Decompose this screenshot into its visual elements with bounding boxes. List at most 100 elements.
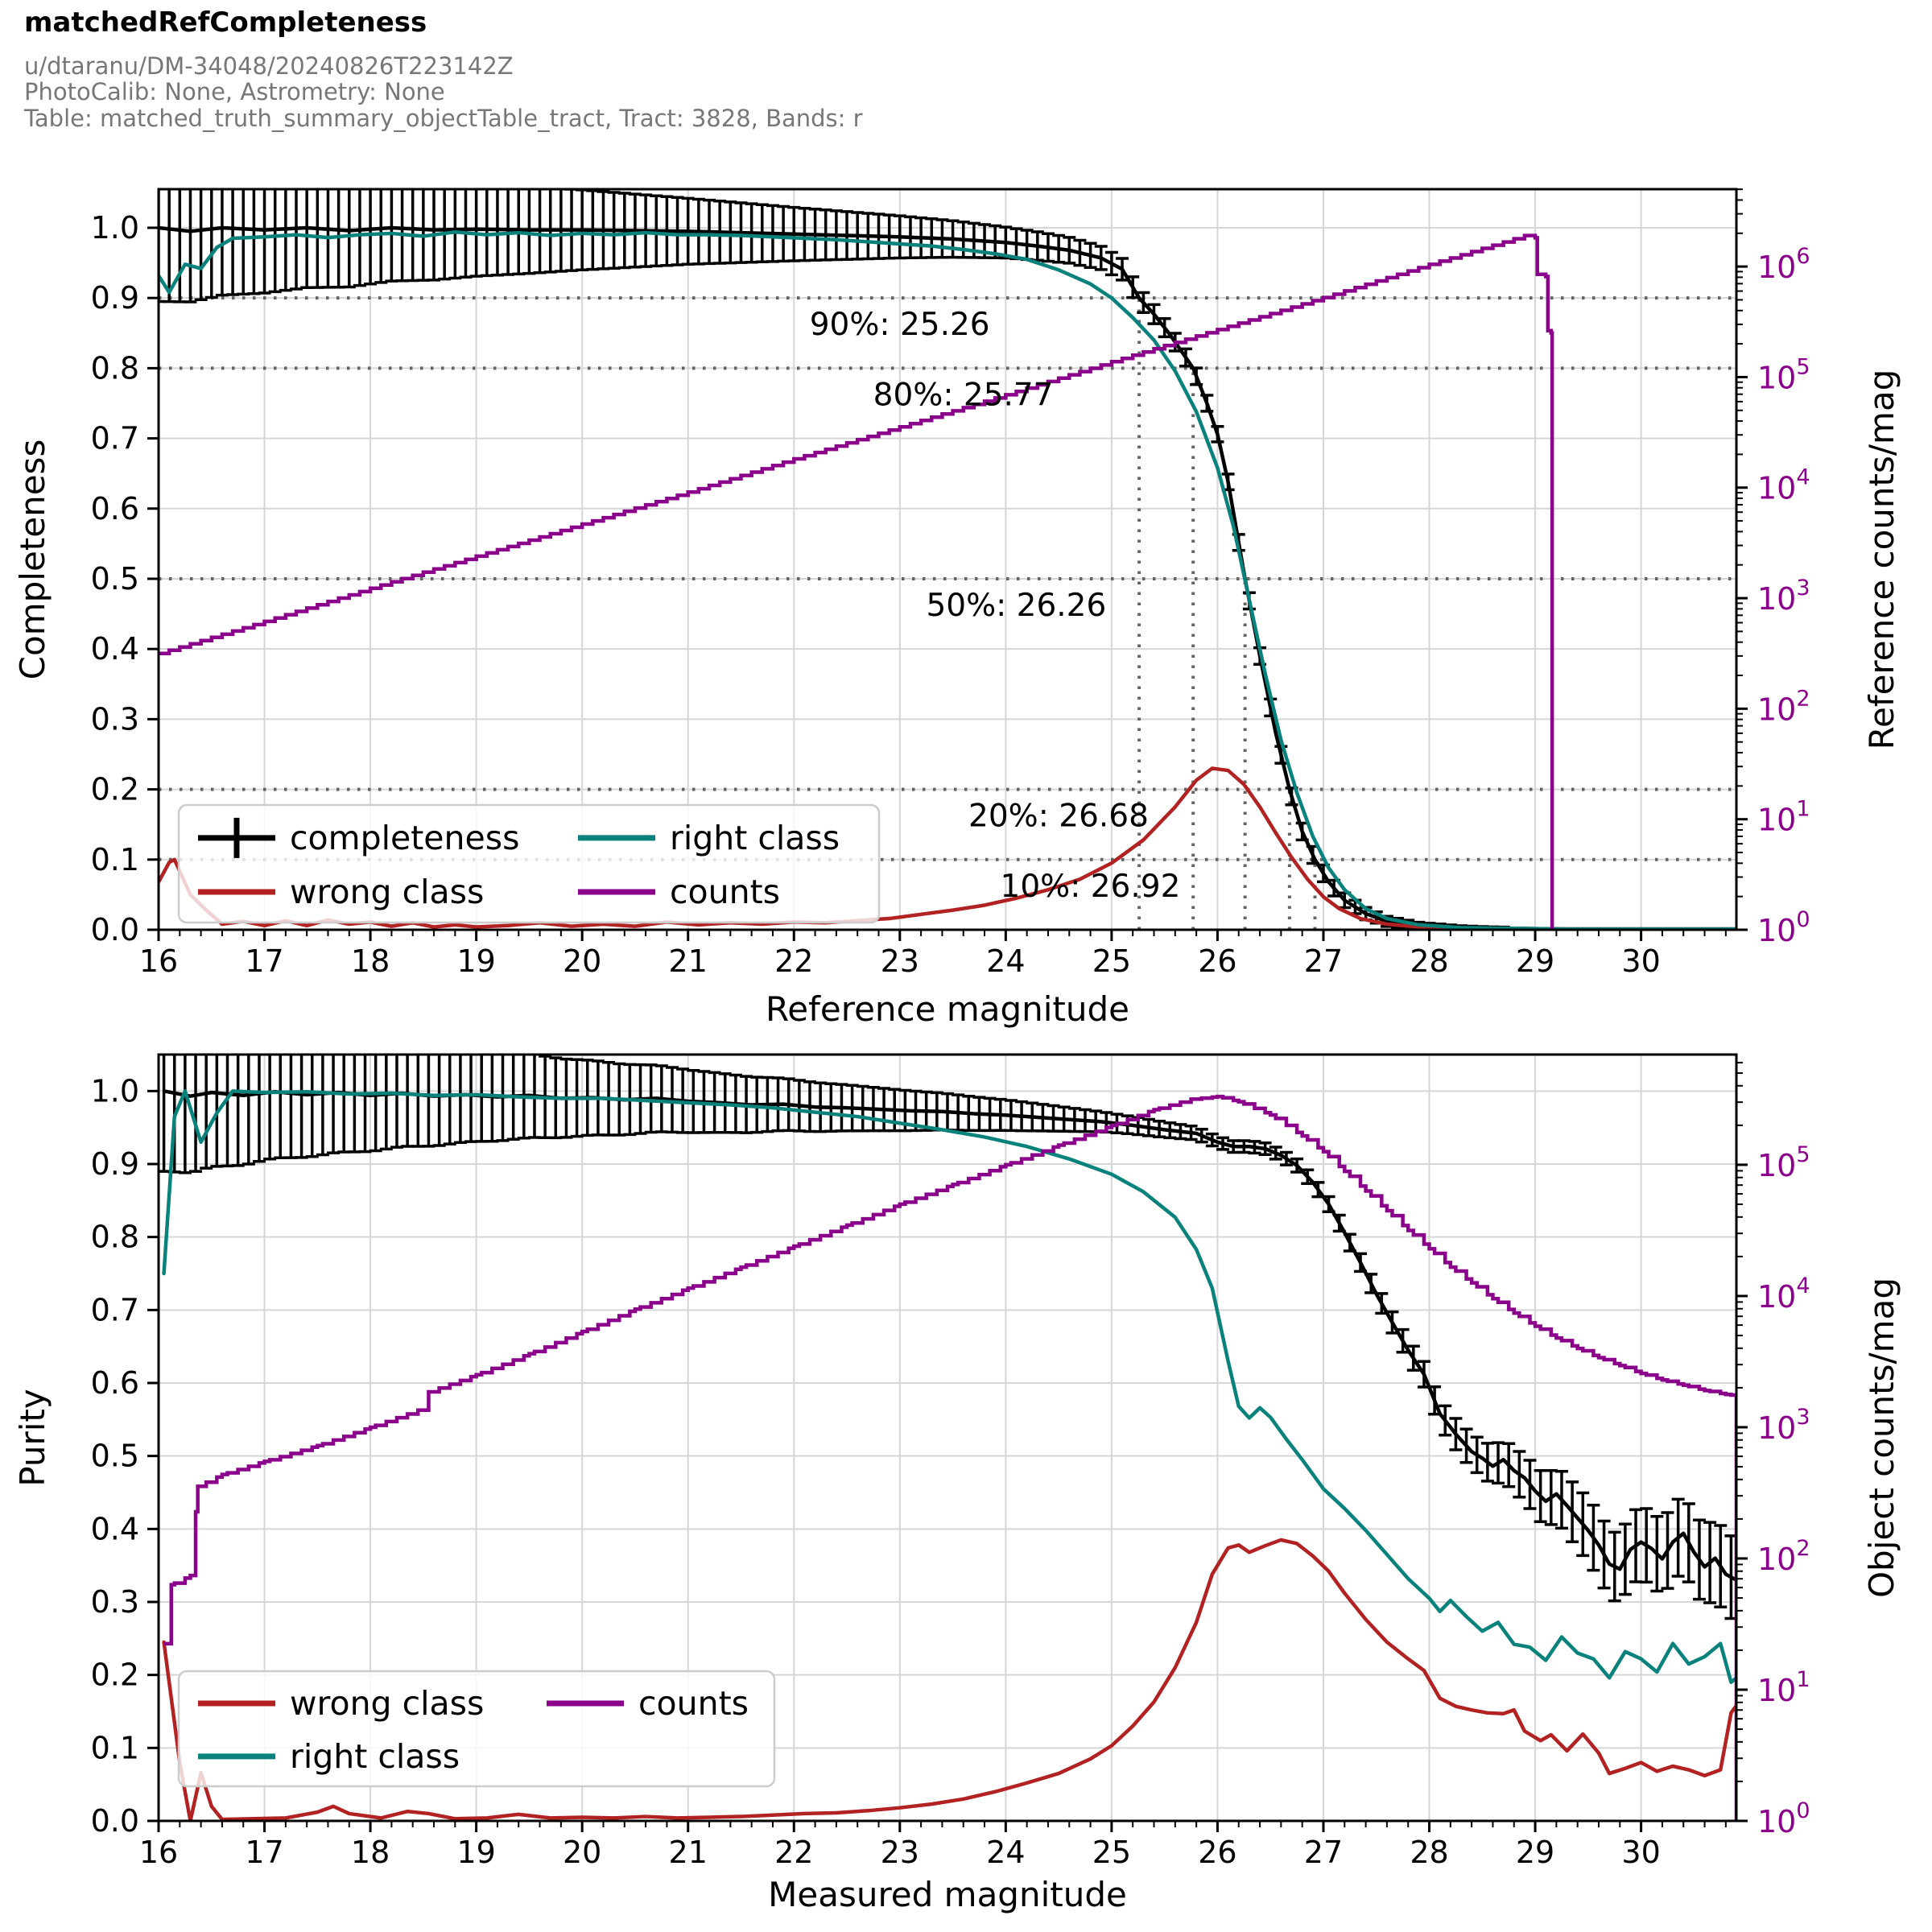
y2-tick-label: 106 <box>1757 244 1810 285</box>
legend-item-wrong-class: wrong class <box>198 1684 484 1723</box>
figure-header: matchedRefCompleteness u/dtaranu/DM-3404… <box>24 6 863 131</box>
x-tick-label: 24 <box>986 1835 1025 1870</box>
x-tick-label: 18 <box>351 943 390 979</box>
completeness-panel: 90%: 25.26 80%: 25.77 50%: 26.26 20%: 26.68… <box>13 188 1901 1029</box>
y-tick-label: 0.2 <box>91 1657 139 1693</box>
x-tick-label: 22 <box>774 1835 813 1870</box>
x-tick-label: 24 <box>986 943 1025 979</box>
error-bars <box>159 1055 1736 1620</box>
legend-item-right-class: right class <box>578 819 840 857</box>
x-tick-label: 23 <box>881 1835 919 1870</box>
y2-axis-label: Object counts/mag <box>1862 1278 1901 1598</box>
y-axis-label: Purity <box>13 1389 52 1486</box>
legend-label: wrong class <box>290 873 484 911</box>
x-tick-label: 17 <box>245 943 283 979</box>
legend-item-completeness: completeness <box>198 817 519 858</box>
y-tick-label: 0.1 <box>91 842 139 877</box>
annotation-80pct: 80%: 25.77 <box>873 377 1054 413</box>
y2-axis <box>1736 188 1748 931</box>
legend-label: right class <box>670 819 840 857</box>
figure-subtitle-run: u/dtaranu/DM-34048/20240826T223142Z <box>24 52 514 80</box>
x-tick-label: 16 <box>139 943 178 979</box>
axes-spines <box>157 188 1738 931</box>
y2-tick-label: 100 <box>1757 1798 1810 1839</box>
y2-tick-label: 101 <box>1757 1667 1810 1708</box>
y2-tick-label: 104 <box>1757 1274 1810 1315</box>
x-axis-label: Measured magnitude <box>768 1875 1127 1914</box>
y-tick-label: 0.6 <box>91 491 139 526</box>
y-tick-label: 0.0 <box>91 1803 139 1839</box>
y-tick-label: 0.8 <box>91 350 139 386</box>
series-completeness <box>159 189 1736 930</box>
x-axis <box>157 1821 1727 1832</box>
x-tick-label: 29 <box>1516 1835 1554 1870</box>
x-tick-label: 27 <box>1304 943 1343 979</box>
legend-label: wrong class <box>290 1684 484 1723</box>
purity-panel: wrong class right class counts 16 17 18 19 20 21… <box>13 1053 1901 1914</box>
legend-item-wrong-class: wrong class <box>198 873 484 911</box>
legend-item-right-class: right class <box>198 1737 460 1776</box>
y2-tick-label: 102 <box>1757 1536 1810 1577</box>
x-tick-label: 17 <box>245 1835 283 1870</box>
x-tick-label: 30 <box>1621 1835 1660 1870</box>
grid <box>158 189 1736 931</box>
legend-label: completeness <box>290 819 519 857</box>
y-tick-label: 1.0 <box>91 210 139 246</box>
annotation-50pct: 50%: 26.26 <box>926 588 1106 624</box>
legend-label: counts <box>638 1684 749 1723</box>
y-tick-label: 0.3 <box>91 1584 139 1620</box>
plot-area <box>159 1055 1736 1821</box>
x-tick-label: 22 <box>774 943 813 979</box>
y-tick-label: 0.6 <box>91 1365 139 1401</box>
x-tick-label: 18 <box>351 1835 390 1870</box>
y-tick-label: 0.1 <box>91 1730 139 1765</box>
y-axis <box>147 226 159 931</box>
x-tick-label: 25 <box>1092 943 1131 979</box>
annotation-20pct: 20%: 26.68 <box>968 799 1149 835</box>
y2-axis <box>1736 1062 1748 1823</box>
y-tick-label: 0.2 <box>91 772 139 807</box>
annotation-10pct: 10%: 26.92 <box>1001 869 1181 905</box>
y2-tick-label: 104 <box>1757 465 1810 506</box>
y-tick-label: 1.0 <box>91 1073 139 1108</box>
axes-spines <box>157 1053 1738 1823</box>
y2-tick-label: 100 <box>1757 907 1810 948</box>
x-axis <box>157 930 1727 941</box>
series-counts <box>159 233 1554 930</box>
x-axis-label: Reference magnitude <box>766 989 1129 1029</box>
y2-tick-label: 101 <box>1757 797 1810 838</box>
y2-tick-label: 103 <box>1757 1405 1810 1446</box>
x-tick-label: 20 <box>563 1835 601 1870</box>
x-tick-label: 30 <box>1621 943 1660 979</box>
series-counts <box>163 1094 1736 1821</box>
x-tick-label: 21 <box>669 1835 708 1870</box>
x-tick-label: 29 <box>1516 943 1554 979</box>
figure-subtitle-calib: PhotoCalib: None, Astrometry: None <box>24 78 445 106</box>
y-tick-label: 0.7 <box>91 421 139 456</box>
x-tick-label: 19 <box>456 1835 495 1870</box>
figure-subtitle-table: Table: matched_truth_summary_objectTable… <box>24 104 863 132</box>
legend: wrong class right class counts <box>177 1670 776 1788</box>
y2-tick-label: 105 <box>1757 354 1810 395</box>
x-tick-label: 26 <box>1198 943 1236 979</box>
x-tick-label: 25 <box>1092 1835 1131 1870</box>
y-tick-label: 0.3 <box>91 701 139 737</box>
x-tick-label: 28 <box>1410 1835 1448 1870</box>
figure-title: matchedRefCompleteness <box>24 6 427 39</box>
y2-tick-label: 105 <box>1757 1142 1810 1183</box>
series-purity <box>159 1055 1736 1620</box>
y2-axis-label: Reference counts/mag <box>1862 369 1901 750</box>
y-tick-label: 0.5 <box>91 561 139 597</box>
legend-item-counts: counts <box>578 873 780 911</box>
y2-tick-label: 102 <box>1757 686 1810 727</box>
x-tick-label: 28 <box>1410 943 1448 979</box>
legend-item-counts: counts <box>547 1684 749 1723</box>
x-tick-label: 20 <box>563 943 601 979</box>
x-tick-label: 19 <box>456 943 495 979</box>
y-tick-label: 0.5 <box>91 1439 139 1474</box>
y-axis-label: Completeness <box>13 440 52 680</box>
y-tick-label: 0.0 <box>91 912 139 947</box>
annotation-90pct: 90%: 25.26 <box>810 307 990 343</box>
legend-label: counts <box>670 873 780 911</box>
